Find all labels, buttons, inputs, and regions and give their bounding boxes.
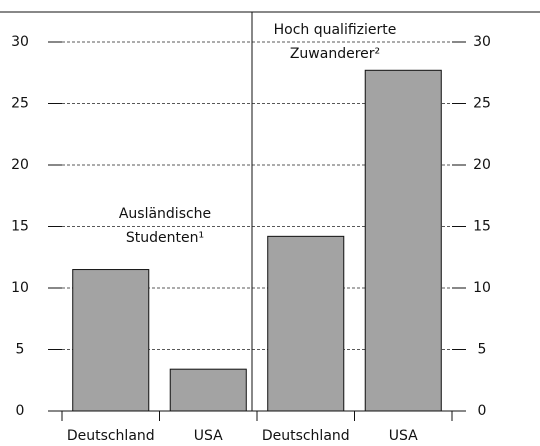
bar xyxy=(72,269,150,412)
bar xyxy=(267,235,345,412)
annotation: Studenten¹ xyxy=(126,230,204,246)
annotation: Zuwanderer² xyxy=(290,46,380,62)
x-tick-label: USA xyxy=(194,428,223,444)
x-tick-label: Deutschland xyxy=(262,428,350,444)
x-tick-label: USA xyxy=(389,428,418,444)
y-tick-label: 30 xyxy=(11,34,29,50)
y-tick-label: 0 xyxy=(16,403,25,419)
y-tick-label: 15 xyxy=(11,219,29,235)
y-tick-label-right: 30 xyxy=(473,34,491,50)
y-tick-label-right: 25 xyxy=(473,96,491,112)
y-tick-label-right: 15 xyxy=(473,219,491,235)
y-tick-label-right: 5 xyxy=(478,342,487,358)
y-tick-label: 20 xyxy=(11,157,29,173)
y-tick-label-right: 10 xyxy=(473,280,491,296)
x-tick-label: Deutschland xyxy=(67,428,155,444)
annotation: Ausländische xyxy=(119,206,211,222)
annotation: Hoch qualifizierte xyxy=(274,22,397,38)
bar xyxy=(364,69,442,412)
y-tick-label: 5 xyxy=(16,342,25,358)
y-tick-label-right: 0 xyxy=(478,403,487,419)
y-tick-label: 25 xyxy=(11,96,29,112)
bar xyxy=(169,368,247,412)
y-tick-label: 10 xyxy=(11,280,29,296)
y-tick-label-right: 20 xyxy=(473,157,491,173)
